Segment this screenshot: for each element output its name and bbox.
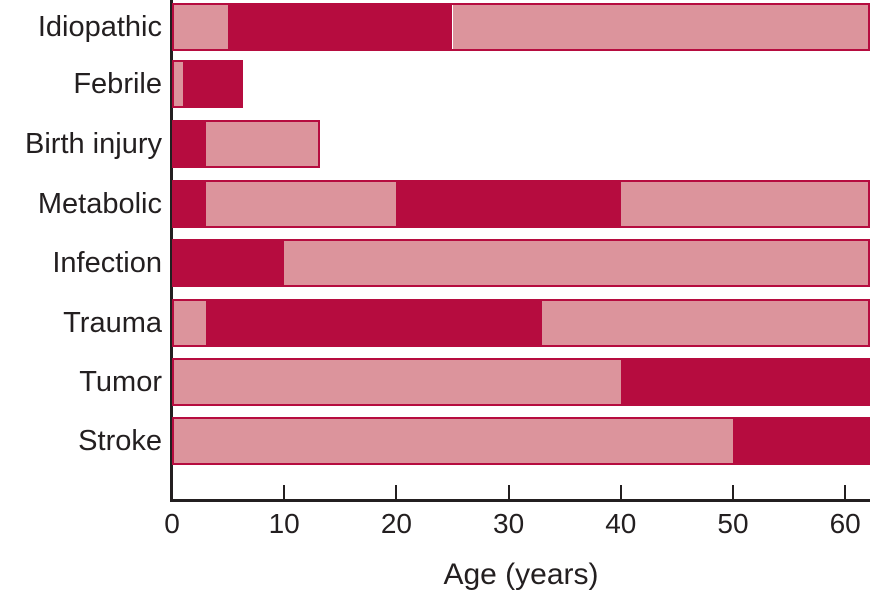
category-label: Birth injury	[25, 128, 162, 160]
bar-segment	[452, 5, 868, 49]
category-label: Trauma	[63, 307, 162, 339]
category-label: Infection	[52, 247, 162, 279]
bar-segment	[173, 301, 208, 345]
plot-area	[172, 0, 870, 500]
x-tick-label: 20	[380, 508, 412, 539]
bar-row	[172, 3, 870, 51]
bar-segment	[396, 182, 621, 226]
bar-segment	[173, 241, 287, 285]
bar-segment	[284, 241, 868, 285]
bar-row	[172, 120, 321, 168]
bar-segment	[173, 360, 623, 404]
x-tick-label: 0	[164, 508, 180, 539]
bar-segment	[205, 122, 319, 166]
bar-segment	[173, 62, 186, 106]
x-tick-mark	[732, 485, 734, 499]
x-tick-label: 30	[493, 508, 525, 539]
bar-row	[172, 299, 870, 347]
x-tick-mark	[507, 485, 510, 499]
x-tick-label: 50	[717, 508, 749, 539]
category-label: Metabolic	[37, 188, 162, 220]
x-tick-mark	[844, 485, 847, 499]
bar-row	[172, 239, 870, 287]
y-axis-line	[170, 0, 173, 502]
bar-segment	[620, 182, 868, 226]
category-label: Idiopathic	[37, 11, 162, 43]
bar-segment	[174, 122, 208, 166]
bar-segment	[173, 5, 231, 49]
bar-row	[172, 60, 243, 108]
bar-row	[172, 180, 870, 228]
bar-row	[172, 417, 870, 465]
x-tick-mark	[395, 485, 398, 499]
bar-segment	[733, 419, 868, 463]
x-tick-mark	[283, 485, 286, 499]
x-tick-label: 40	[605, 508, 637, 539]
category-label: Tumor	[79, 366, 162, 398]
bar-segment	[205, 182, 397, 226]
bar-segment	[228, 5, 453, 49]
bar-segment	[183, 62, 241, 106]
x-tick-label: 60	[829, 508, 861, 539]
x-tick-mark	[619, 485, 622, 499]
bar-row	[172, 358, 870, 406]
bar-segment	[620, 360, 868, 404]
bar-segment	[173, 419, 735, 463]
bar-segment	[173, 182, 208, 226]
category-label: Febrile	[73, 68, 162, 100]
bar-segment	[542, 301, 868, 345]
x-axis-line	[170, 499, 870, 502]
category-label: Stroke	[78, 425, 162, 457]
x-axis-title: Age (years)	[443, 558, 599, 591]
bar-segment	[205, 301, 543, 345]
x-tick-label: 10	[268, 508, 300, 539]
